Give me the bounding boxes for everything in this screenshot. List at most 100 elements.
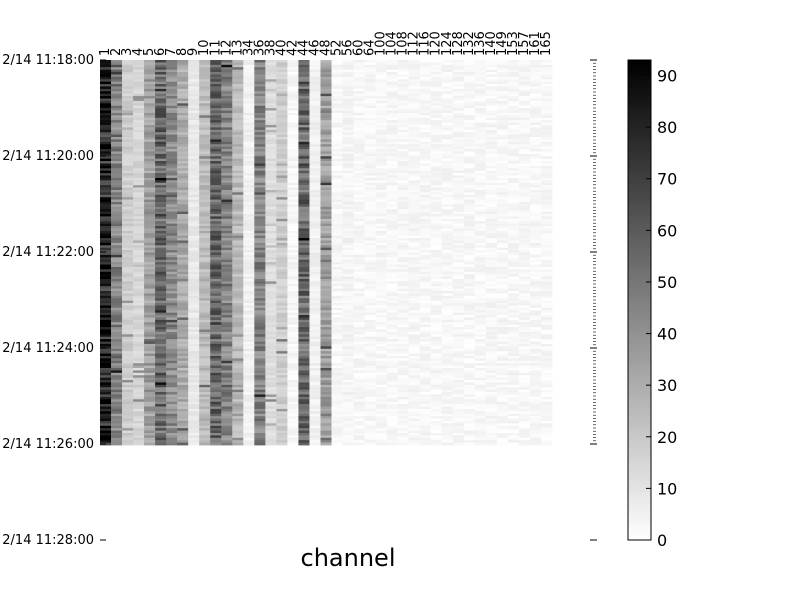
heatmap-cell xyxy=(320,440,332,443)
heatmap-cell xyxy=(419,288,432,292)
heatmap-cell xyxy=(408,84,421,87)
heatmap-cell xyxy=(254,396,266,400)
heatmap-cell xyxy=(353,377,365,381)
heatmap-cell xyxy=(166,324,178,328)
heatmap-cell xyxy=(111,430,123,434)
heatmap-cell xyxy=(419,185,432,188)
heatmap-cell xyxy=(419,74,432,78)
heatmap-cell xyxy=(243,74,255,78)
heatmap-cell xyxy=(155,214,167,217)
heatmap-cell xyxy=(254,353,266,357)
heatmap-cell xyxy=(133,295,145,299)
heatmap-cell xyxy=(155,380,167,383)
heatmap-cell xyxy=(320,67,332,71)
heatmap-cell xyxy=(298,339,310,342)
heatmap-cell xyxy=(320,127,332,131)
heatmap-cell xyxy=(353,423,365,427)
heatmap-cell xyxy=(342,281,354,285)
heatmap-cell xyxy=(166,105,178,109)
heatmap-cell xyxy=(111,122,123,126)
heatmap-cell xyxy=(364,348,377,352)
heatmap-cell xyxy=(397,156,410,160)
heatmap-cell xyxy=(430,124,443,128)
heatmap-cell xyxy=(309,360,321,364)
heatmap-cell xyxy=(408,416,421,419)
heatmap-cell xyxy=(144,278,156,282)
heatmap-cell xyxy=(111,303,123,306)
heatmap-cell xyxy=(265,144,277,148)
heatmap-cell xyxy=(331,377,343,381)
heatmap-cell xyxy=(232,266,244,270)
heatmap-cell xyxy=(243,103,255,107)
heatmap-cell xyxy=(188,168,200,172)
heatmap-cell xyxy=(100,60,112,63)
heatmap-cell xyxy=(375,307,388,311)
heatmap-cell xyxy=(221,144,233,148)
heatmap-cell xyxy=(188,392,200,395)
heatmap-cell xyxy=(353,281,365,285)
heatmap-cell xyxy=(100,420,112,424)
heatmap-cell xyxy=(100,291,112,294)
heatmap-cell xyxy=(265,158,277,162)
heatmap-cell xyxy=(210,86,222,90)
heatmap-cell xyxy=(320,387,332,391)
heatmap-cell xyxy=(111,404,123,407)
heatmap-cell xyxy=(111,141,123,145)
heatmap-cell xyxy=(298,264,310,268)
heatmap-cell xyxy=(122,141,134,145)
heatmap-cell xyxy=(133,396,145,400)
heatmap-cell xyxy=(430,317,443,321)
heatmap-cell xyxy=(430,418,443,422)
heatmap-cell xyxy=(177,96,189,99)
heatmap-cell xyxy=(287,141,299,145)
heatmap-cell xyxy=(111,144,123,148)
heatmap-cell xyxy=(100,72,112,75)
heatmap-cell xyxy=(386,389,399,393)
heatmap-cell xyxy=(265,165,277,169)
heatmap-cell xyxy=(122,228,134,232)
heatmap-cell xyxy=(309,182,321,186)
heatmap-cell xyxy=(397,276,410,280)
heatmap-cell xyxy=(254,137,266,140)
heatmap-cell xyxy=(287,96,299,99)
heatmap-cell xyxy=(133,307,145,311)
heatmap-cell xyxy=(397,228,410,232)
heatmap-cell xyxy=(265,317,277,321)
heatmap-cell xyxy=(397,120,410,123)
heatmap-cell xyxy=(144,351,156,354)
heatmap-cell xyxy=(364,327,377,330)
heatmap-cell xyxy=(254,139,266,143)
heatmap-cell xyxy=(199,115,211,119)
heatmap-cell xyxy=(144,238,156,241)
heatmap-cell xyxy=(331,331,343,335)
heatmap-cell xyxy=(199,392,211,395)
heatmap-cell xyxy=(364,262,377,265)
heatmap-cell xyxy=(276,312,288,316)
heatmap-cell xyxy=(364,305,377,309)
heatmap-cell xyxy=(265,368,277,371)
heatmap-cell xyxy=(221,440,233,443)
heatmap-cell xyxy=(287,199,299,203)
heatmap-cell xyxy=(342,440,354,443)
heatmap-cell xyxy=(265,324,277,328)
heatmap-column-13 xyxy=(232,60,244,446)
heatmap-cell xyxy=(122,242,134,246)
heatmap-cell xyxy=(375,355,388,359)
heatmap-cell xyxy=(188,60,200,63)
heatmap-cell xyxy=(232,60,244,63)
heatmap-cell xyxy=(353,117,365,121)
heatmap-cell xyxy=(364,269,377,273)
heatmap-cell xyxy=(364,370,377,374)
heatmap-cell xyxy=(364,110,377,114)
heatmap-cell xyxy=(122,182,134,186)
heatmap-cell xyxy=(364,271,377,275)
heatmap-cell xyxy=(331,312,343,316)
heatmap-cell xyxy=(100,341,112,345)
heatmap-cell xyxy=(364,408,377,412)
heatmap-cell xyxy=(177,60,189,63)
heatmap-cell xyxy=(265,76,277,80)
heatmap-cell xyxy=(177,396,189,400)
heatmap-cell xyxy=(353,69,365,73)
heatmap-cell xyxy=(419,64,432,68)
heatmap-cell xyxy=(221,204,233,208)
